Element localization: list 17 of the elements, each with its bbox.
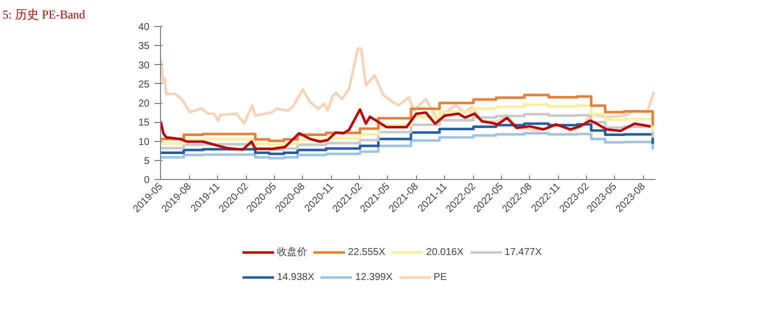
y-tick-label: 20 bbox=[138, 98, 150, 110]
legend-label: 17.477X bbox=[504, 246, 542, 258]
y-tick-label: 30 bbox=[138, 60, 150, 72]
legend-label: 14.938X bbox=[277, 271, 314, 283]
y-tick-label: 15 bbox=[138, 118, 150, 129]
legend-label: 收盘价 bbox=[277, 246, 307, 259]
y-tick-label: 40 bbox=[138, 22, 150, 33]
y-tick-label: 0 bbox=[144, 175, 150, 186]
legend-label: 20.016X bbox=[426, 246, 464, 258]
y-tick-label: 35 bbox=[138, 41, 150, 52]
y-tick-label: 25 bbox=[138, 79, 150, 90]
y-tick-label: 10 bbox=[138, 136, 150, 148]
legend-label: 22.555X bbox=[348, 246, 386, 258]
text: 5: 历史 PE-Band bbox=[2, 8, 86, 22]
legend-label: PE bbox=[434, 271, 448, 283]
y-tick-label: 5 bbox=[144, 156, 150, 167]
legend-label: 12.399X bbox=[355, 271, 393, 283]
